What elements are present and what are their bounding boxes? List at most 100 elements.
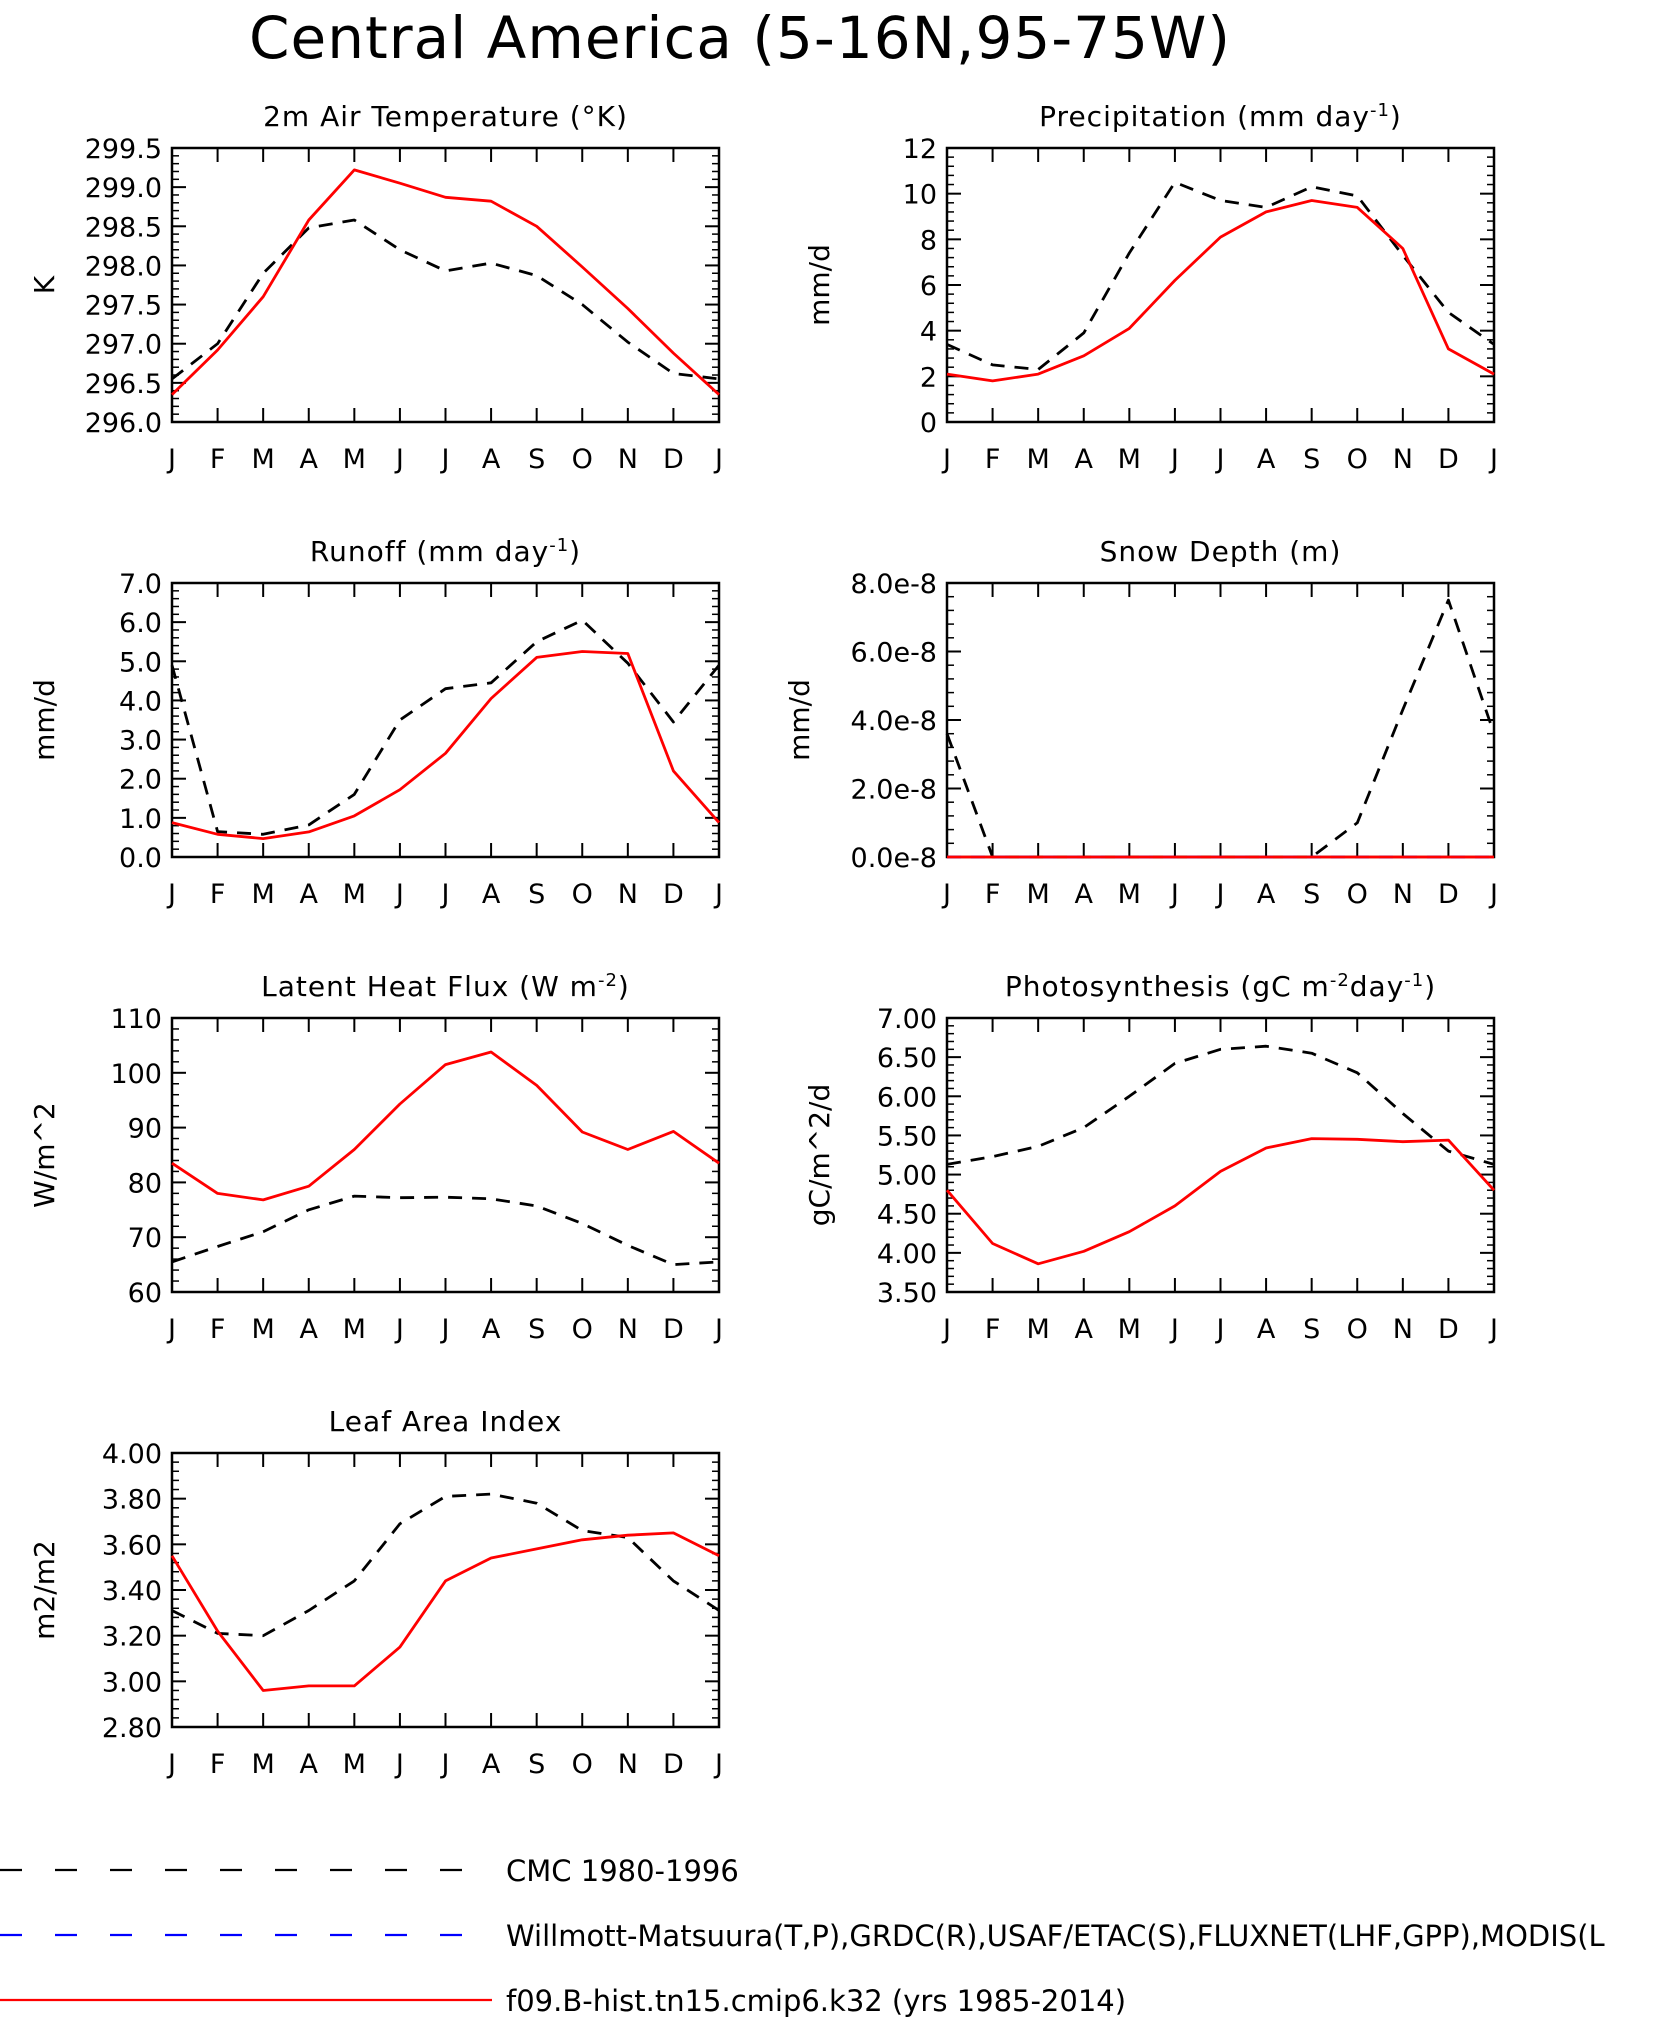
series-line [171, 1050, 720, 1202]
y-tick-label: 3.20 [102, 1622, 162, 1653]
panel-snow-depth: Snow Depth (m) 0.0e-8 2.0e-8 4.0e-8 6.0e-8 8… [783, 535, 1498, 910]
x-tick-label: A [482, 1314, 501, 1345]
x-tick-label: S [1303, 1314, 1320, 1345]
legend-label: CMC 1980-1996 [506, 1854, 739, 1888]
y-tick-label: 296.0 [85, 408, 162, 439]
series-line [171, 218, 720, 381]
y-tick-label: 10 [903, 180, 937, 211]
y-tick-label: 6.0 [119, 608, 162, 639]
y-tick-label: 2.0e-8 [851, 775, 937, 806]
x-tick-label: F [985, 879, 1001, 910]
x-tick-label: N [618, 1314, 638, 1345]
y-tick-label: 3.80 [102, 1485, 162, 1516]
y-tick-label: 296.5 [85, 369, 162, 400]
y-tick-label: 0.0 [119, 843, 162, 874]
y-tick-label: 5.0 [119, 647, 162, 678]
y-tick-label: 6.0e-8 [851, 638, 937, 669]
x-tick-label: F [985, 1314, 1001, 1345]
y-tick-label: 5.50 [877, 1121, 937, 1152]
x-tick-label: A [482, 879, 501, 910]
panel-air-temperature: 2m Air Temperature (°K) 296.0 296.5 297.0 2… [28, 100, 723, 475]
series-line [171, 650, 721, 840]
x-tick-label: A [300, 444, 319, 475]
plot-frame [945, 146, 1496, 424]
panel-title: Precipitation (mm day-1) [1039, 100, 1402, 134]
y-tick-label: 0.0e-8 [851, 843, 937, 874]
x-tick-label: J [713, 444, 723, 475]
x-tick-label: J [166, 879, 176, 910]
y-tick-label: 297.5 [85, 291, 162, 322]
y-axis-label: K [28, 275, 61, 294]
series-line [946, 199, 1495, 383]
y-axis-label: mm/d [783, 679, 816, 761]
x-tick-label: J [941, 1314, 951, 1345]
x-tick-label: J [1169, 444, 1179, 475]
x-tick-label: D [1438, 1314, 1459, 1345]
title-superscript: -2 [598, 970, 618, 991]
x-tick-label: J [1215, 1314, 1225, 1345]
y-tick-label: 6 [920, 271, 937, 302]
x-tick-label: J [1488, 879, 1498, 910]
title-text: ) [618, 970, 630, 1003]
x-tick-label: J [713, 1314, 723, 1345]
y-axis-label: W/m^2 [28, 1102, 61, 1208]
x-tick-label: A [1075, 444, 1094, 475]
legend-label: Willmott-Matsuura(T,P),GRDC(R),USAF/ETAC… [506, 1919, 1605, 1953]
series-line [945, 1137, 1496, 1266]
x-tick-label: J [1169, 879, 1179, 910]
x-tick-label: M [1118, 879, 1141, 910]
x-tick-label: S [528, 1749, 545, 1780]
y-axis-label: gC/m^2/d [803, 1084, 836, 1227]
x-tick-label: D [663, 1314, 684, 1345]
x-tick-label: J [1169, 1314, 1179, 1345]
y-tick-label: 6.50 [877, 1043, 937, 1074]
x-tick-label: A [300, 879, 319, 910]
x-tick-label: A [482, 444, 501, 475]
x-tick-label: J [713, 879, 723, 910]
x-tick-label: O [572, 444, 593, 475]
y-tick-label: 80 [128, 1168, 162, 1199]
y-tick-label: 298.5 [85, 212, 162, 243]
plot-frame [170, 1451, 721, 1729]
series-line [946, 1044, 1495, 1166]
x-tick-label: J [1488, 444, 1498, 475]
y-tick-label: 298.0 [85, 251, 162, 282]
x-tick-label: O [572, 1749, 593, 1780]
panel-title: Snow Depth (m) [1100, 535, 1342, 568]
y-tick-label: 4.50 [877, 1200, 937, 1231]
x-tick-label: S [528, 1314, 545, 1345]
x-tick-label: N [1393, 879, 1413, 910]
y-tick-label: 4.00 [877, 1239, 937, 1270]
x-tick-label: J [394, 879, 404, 910]
x-tick-label: J [941, 879, 951, 910]
y-tick-label: 299.5 [85, 134, 162, 165]
x-tick-label: S [1303, 879, 1320, 910]
y-tick-label: 8.0e-8 [851, 569, 937, 600]
series-line [170, 1531, 720, 1692]
title-text: ) [569, 535, 581, 568]
x-tick-label: J [166, 1749, 176, 1780]
plot-frame [945, 1016, 1496, 1294]
plot-frame [945, 581, 1496, 859]
x-tick-label: M [1027, 879, 1050, 910]
x-tick-label: F [985, 444, 1001, 475]
panel-runoff: Runoff (mm day-1) 0.0 1.0 2.0 3.0 4.0 5.0 6.0 7… [28, 535, 723, 911]
y-tick-label: 3.60 [102, 1530, 162, 1561]
y-axis-label: m2/m2 [28, 1540, 61, 1640]
y-tick-label: 2.80 [102, 1713, 162, 1744]
x-tick-label: O [1347, 1314, 1368, 1345]
x-tick-label: J [394, 444, 404, 475]
x-tick-label: M [252, 1749, 275, 1780]
x-tick-label: J [440, 444, 450, 475]
x-tick-label: M [1118, 444, 1141, 475]
x-tick-label: O [1347, 879, 1368, 910]
y-tick-label: 297.0 [85, 330, 162, 361]
x-tick-label: N [1393, 444, 1413, 475]
legend: CMC 1980-1996 Willmott-Matsuura(T,P),GRD… [0, 1854, 1605, 2018]
x-tick-label: A [1257, 444, 1276, 475]
x-tick-label: F [210, 879, 226, 910]
y-axis-label: mm/d [28, 679, 61, 761]
x-tick-label: M [1027, 444, 1050, 475]
y-tick-label: 3.40 [102, 1576, 162, 1607]
